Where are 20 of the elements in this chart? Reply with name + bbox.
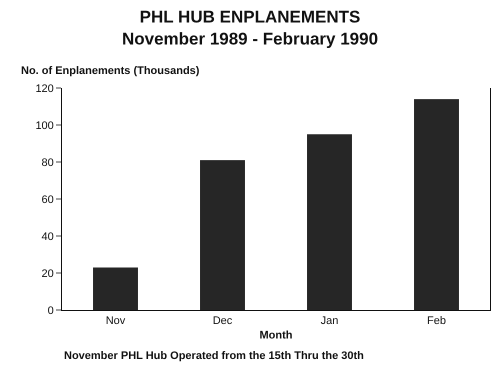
bar <box>93 267 138 310</box>
y-tick-label: 120 <box>35 82 54 95</box>
x-tick-label: Feb <box>427 315 446 328</box>
y-tick-label: 100 <box>35 120 54 132</box>
bar <box>414 99 459 310</box>
text: November PHL Hub Operated from the 15th Thru the 30th <box>64 350 364 362</box>
y-axis-title: No. of Enplanements (Thousands) <box>21 65 200 77</box>
y-tick-label: 80 <box>42 156 54 169</box>
bar <box>200 160 245 310</box>
y-tick-label: 0 <box>48 304 54 317</box>
x-axis-title: Month <box>260 329 293 342</box>
bar <box>307 134 352 310</box>
chart-title: PHL HUB ENPLANEMENTS <box>140 7 360 26</box>
y-tick-label: 40 <box>42 230 54 243</box>
y-tick-label: 20 <box>42 268 54 280</box>
x-tick-label: Dec <box>212 315 233 328</box>
y-tick-label: 60 <box>42 194 54 206</box>
x-tick-label: Jan <box>320 315 338 328</box>
x-tick-label: Nov <box>106 315 126 328</box>
chart-subtitle: November 1989 - February 1990 <box>122 29 378 48</box>
